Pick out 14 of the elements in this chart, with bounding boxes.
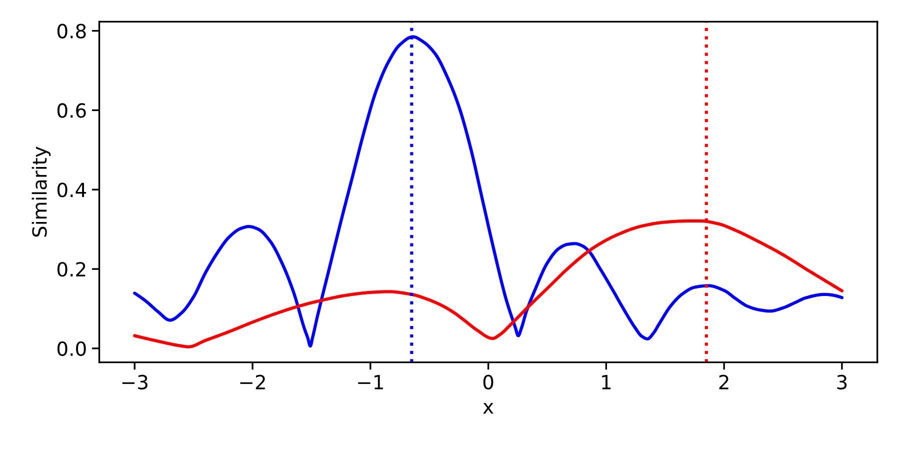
y-tick-label: 0.2 <box>57 262 86 277</box>
x-tick-label: 3 <box>837 374 847 390</box>
y-tick-label: 0.8 <box>57 24 86 38</box>
y-tick-label: 0.0 <box>57 341 86 356</box>
y-axis-title: Similarity <box>32 146 51 237</box>
y-tick-label: 0.4 <box>57 182 86 198</box>
x-tick-label: 1 <box>602 375 611 390</box>
x-axis-title: x <box>483 402 494 414</box>
x-tick-label: −1 <box>358 375 383 390</box>
x-tick-label: 2 <box>719 374 728 390</box>
x-tick-label: 0 <box>483 374 494 390</box>
x-tick-label: −2 <box>240 374 265 390</box>
x-tick-label: −3 <box>122 374 148 390</box>
y-tick-label: 0.6 <box>57 103 86 118</box>
